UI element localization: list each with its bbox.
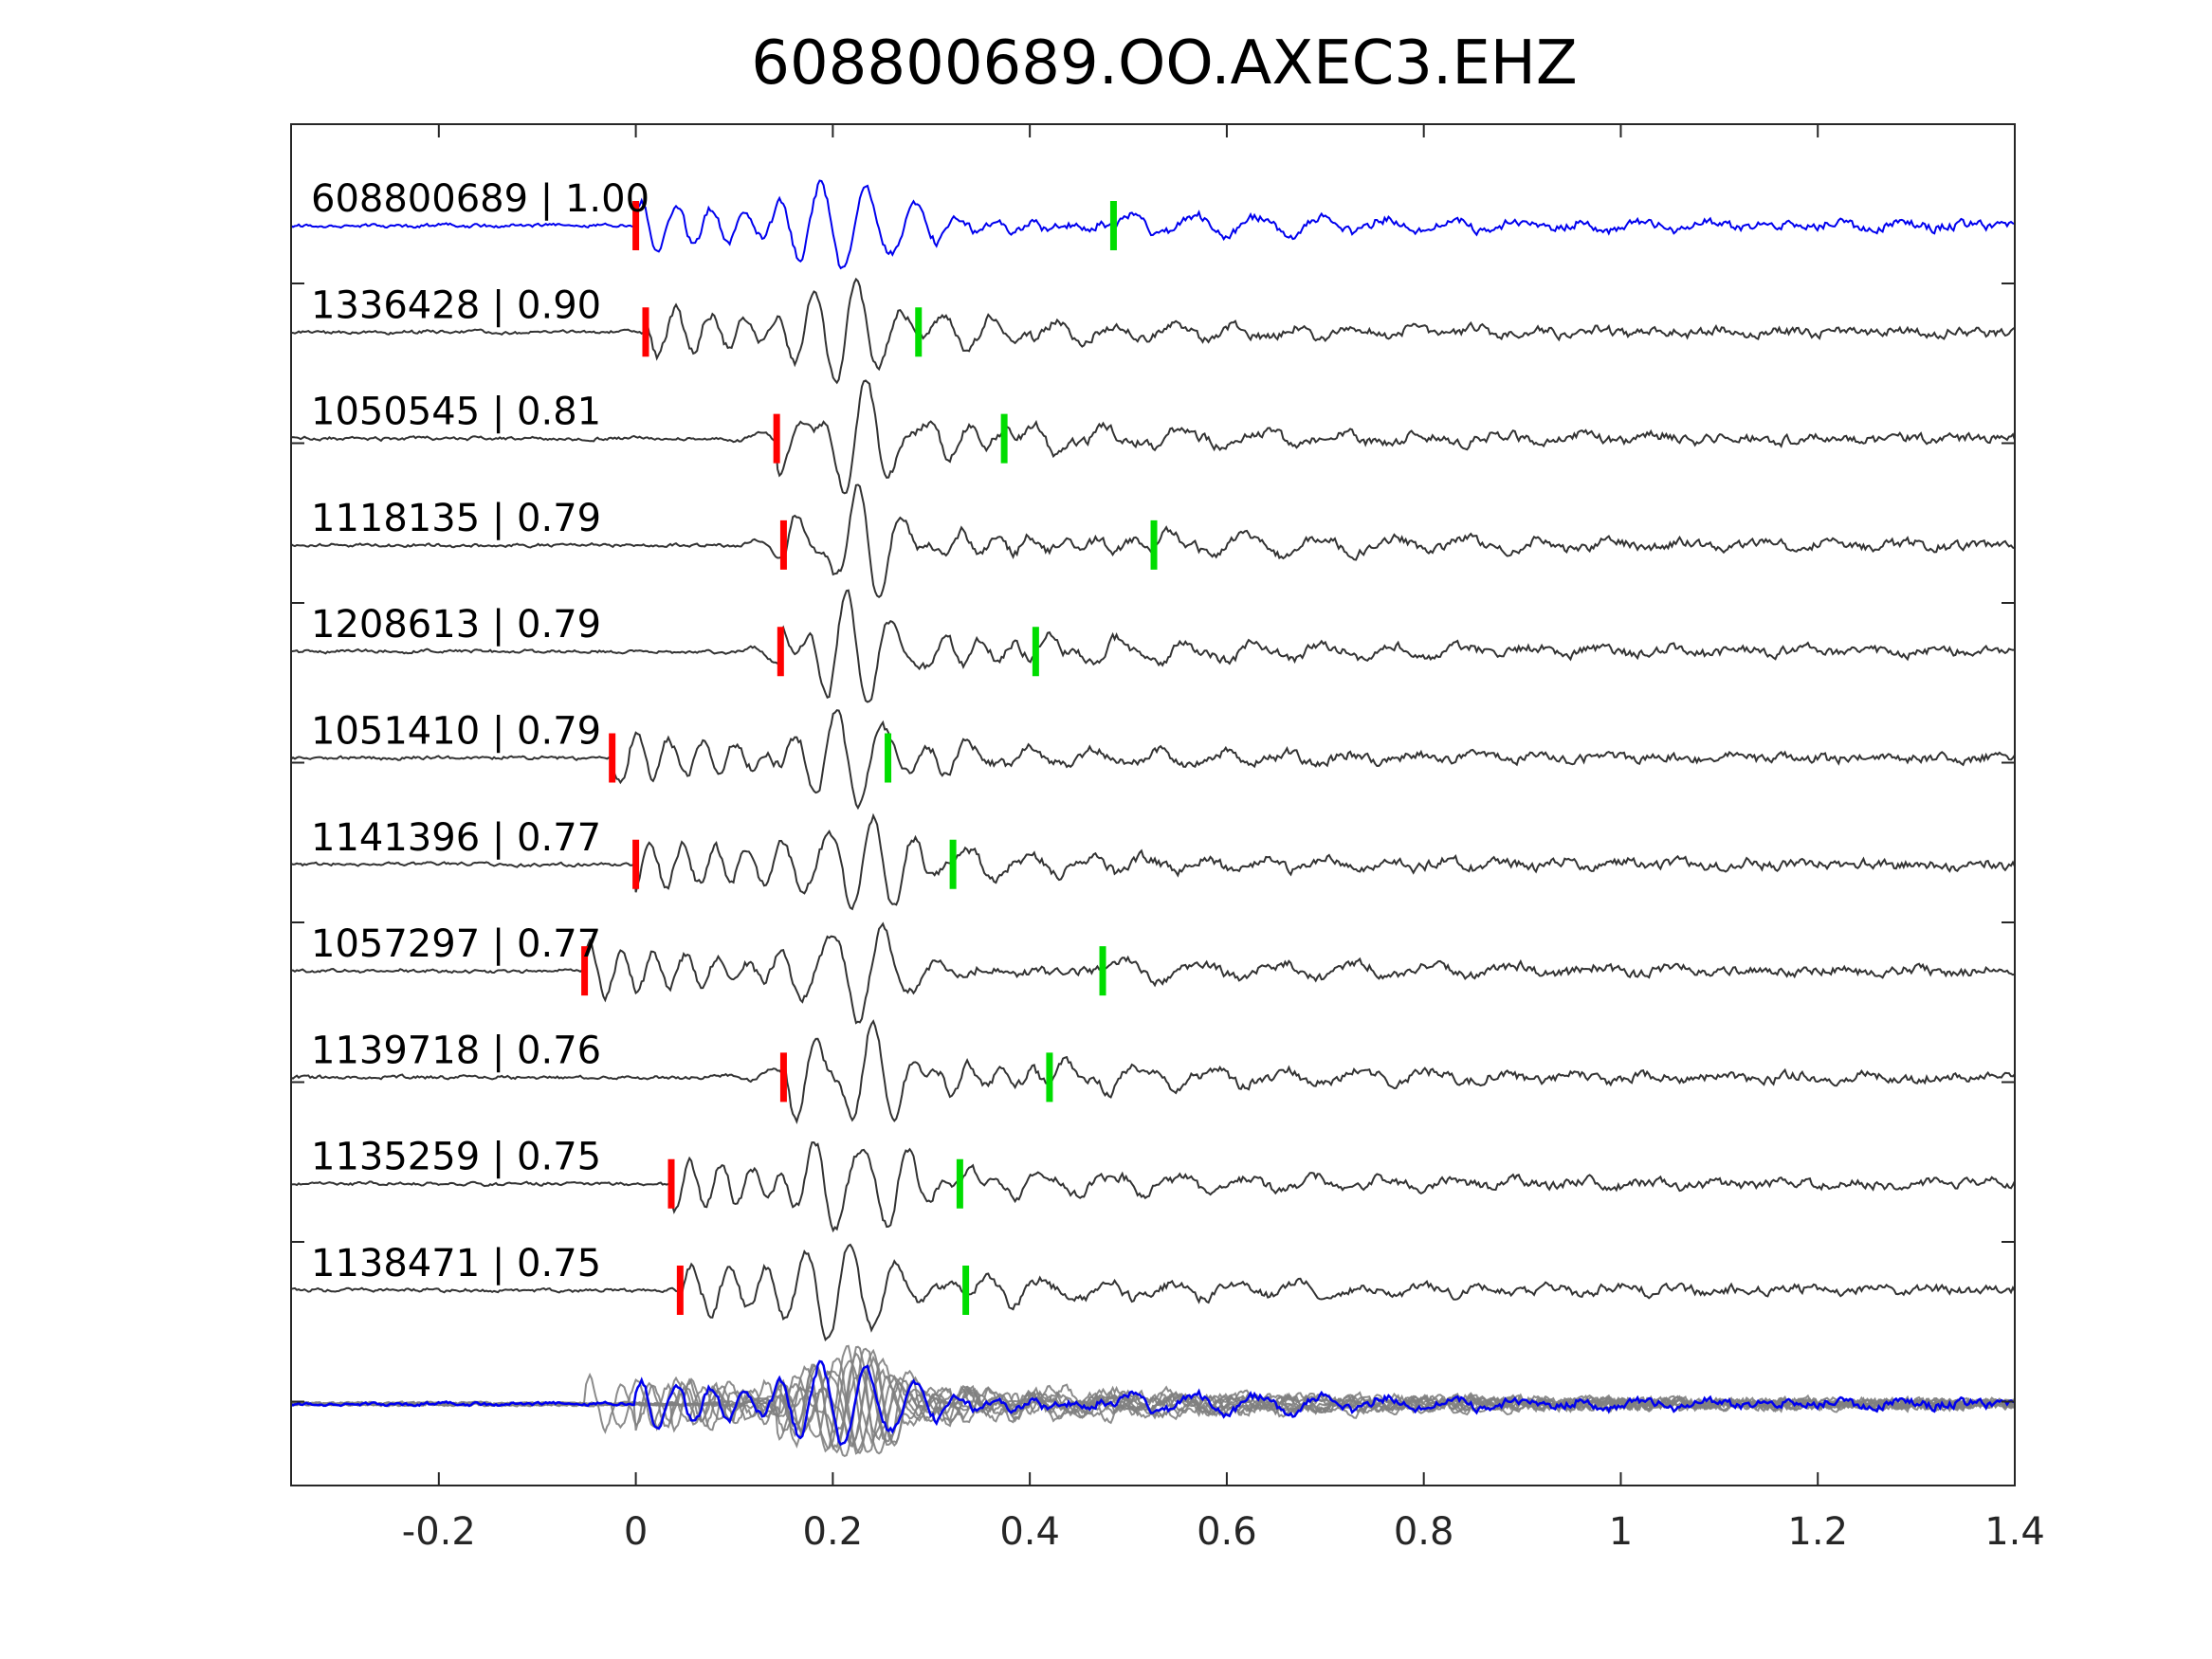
waveform-trace xyxy=(290,277,2016,385)
trace-labels: 608800689 | 1.00 1336428 | 0.90 1050545 | … xyxy=(311,177,649,1285)
waveform-trace xyxy=(290,1141,2016,1233)
trace-label: 1057297 | 0.77 xyxy=(311,922,601,966)
x-tick-label: 0.4 xyxy=(999,1510,1060,1554)
waveform-trace xyxy=(290,812,2016,911)
trace-label: 1138471 | 0.75 xyxy=(311,1242,601,1285)
waveform-trace xyxy=(290,179,2016,270)
waveform-trace xyxy=(290,1243,2016,1342)
x-tick-label: 0.8 xyxy=(1394,1510,1454,1554)
trace-label: 1051410 | 0.79 xyxy=(311,710,601,754)
x-tick-label: 0.6 xyxy=(1197,1510,1257,1554)
chart-title: 608800689.OO.AXEC3.EHZ xyxy=(751,28,1578,99)
waveform-traces xyxy=(290,179,2016,1342)
trace-label: 1208613 | 0.79 xyxy=(311,603,601,647)
trace-label: 1118135 | 0.79 xyxy=(311,497,601,540)
phase-picks xyxy=(581,201,1158,1315)
x-tick-label: 0.2 xyxy=(803,1510,864,1554)
trace-label: 608800689 | 1.00 xyxy=(311,177,649,221)
waveform-trace xyxy=(290,379,2016,495)
axes xyxy=(290,123,2016,1486)
trace-label: 1050545 | 0.81 xyxy=(311,391,601,434)
waveform-trace xyxy=(290,921,2016,1025)
x-axis-ticks: -0.2 0 0.2 0.4 0.6 0.8 1 1.2 1.4 xyxy=(291,124,2045,1554)
trace-label: 1139718 | 0.76 xyxy=(311,1029,601,1072)
trace-label: 1336428 | 0.90 xyxy=(311,283,601,327)
x-tick-label: 0 xyxy=(624,1510,648,1554)
x-tick-label: 1.4 xyxy=(1984,1510,2045,1554)
stack-master-trace xyxy=(290,1359,2016,1447)
trace-label: 1135259 | 0.75 xyxy=(311,1136,601,1179)
x-tick-label: -0.2 xyxy=(402,1510,476,1554)
x-tick-label: 1.2 xyxy=(1787,1510,1848,1554)
waveform-trace xyxy=(290,589,2016,703)
x-tick-label: 1 xyxy=(1609,1510,1633,1554)
waveform-trace xyxy=(290,1019,2016,1124)
stacked-waveforms xyxy=(290,1344,2016,1458)
trace-label: 1141396 | 0.77 xyxy=(311,816,601,860)
plot-frame xyxy=(290,123,2016,1486)
waveform-trace xyxy=(290,709,2016,811)
